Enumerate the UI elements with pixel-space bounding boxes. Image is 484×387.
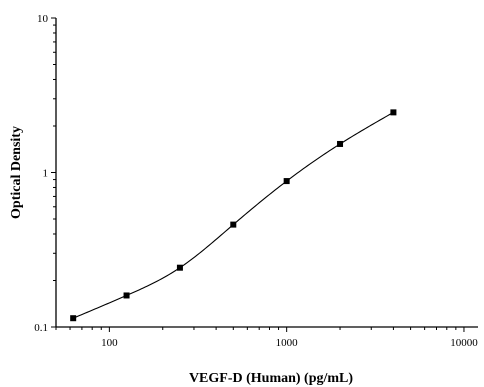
data-point: [176, 264, 183, 271]
data-point: [70, 315, 77, 322]
data-point: [123, 292, 130, 299]
x-tick-label: 100: [101, 337, 118, 349]
axes: [55, 18, 478, 328]
y-tick-label: 0.1: [34, 322, 48, 334]
data-points: [70, 109, 397, 322]
x-axis-ticks: 100 1000 10000: [55, 327, 478, 349]
y-axis-title: Optical Density: [9, 126, 24, 219]
fit-curve: [72, 111, 394, 319]
data-point: [230, 221, 237, 228]
x-tick-label: 10000: [450, 337, 478, 349]
y-tick-label: 1: [43, 168, 49, 180]
data-point: [337, 140, 344, 147]
x-tick-label: 1000: [276, 337, 299, 349]
x-axis-title: VEGF-D (Human) (pg/mL): [189, 371, 353, 386]
data-point: [283, 178, 290, 185]
y-axis-ticks: 0.1 1 10: [34, 13, 56, 334]
data-point: [390, 109, 397, 116]
y-tick-label: 10: [37, 13, 49, 25]
